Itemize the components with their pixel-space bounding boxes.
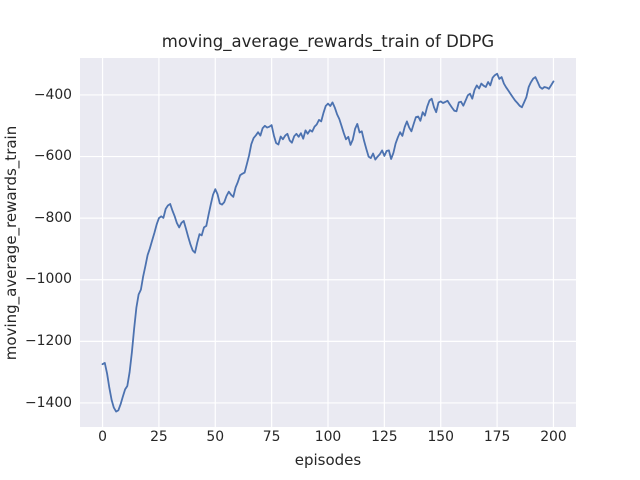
y-tick-label: −400: [33, 86, 72, 103]
x-tick-label: 75: [262, 429, 281, 445]
x-tick-label: 175: [483, 429, 511, 445]
y-tick-label: −800: [33, 209, 72, 226]
gridlines: [80, 57, 576, 428]
x-tick-label: 125: [371, 429, 398, 445]
x-tick-label: 200: [540, 429, 567, 445]
x-tick-label: 150: [427, 429, 454, 445]
y-tick-label: −1200: [25, 332, 72, 349]
x-axis-label: episodes: [294, 451, 362, 469]
y-tick-label: −600: [33, 148, 72, 165]
x-tick-label: 0: [98, 429, 107, 445]
y-tick-label: −1400: [25, 394, 72, 411]
ddpg-series-line: [101, 72, 555, 413]
chart-title: moving_average_rewards_train of DDPG: [161, 32, 495, 51]
x-tick-label: 25: [150, 429, 168, 445]
plot-area: [80, 57, 576, 428]
line-chart-svg: [80, 57, 576, 428]
y-tick-label: −1000: [25, 271, 72, 288]
x-tick-label: 50: [206, 429, 225, 445]
x-tick-label: 100: [314, 429, 342, 445]
